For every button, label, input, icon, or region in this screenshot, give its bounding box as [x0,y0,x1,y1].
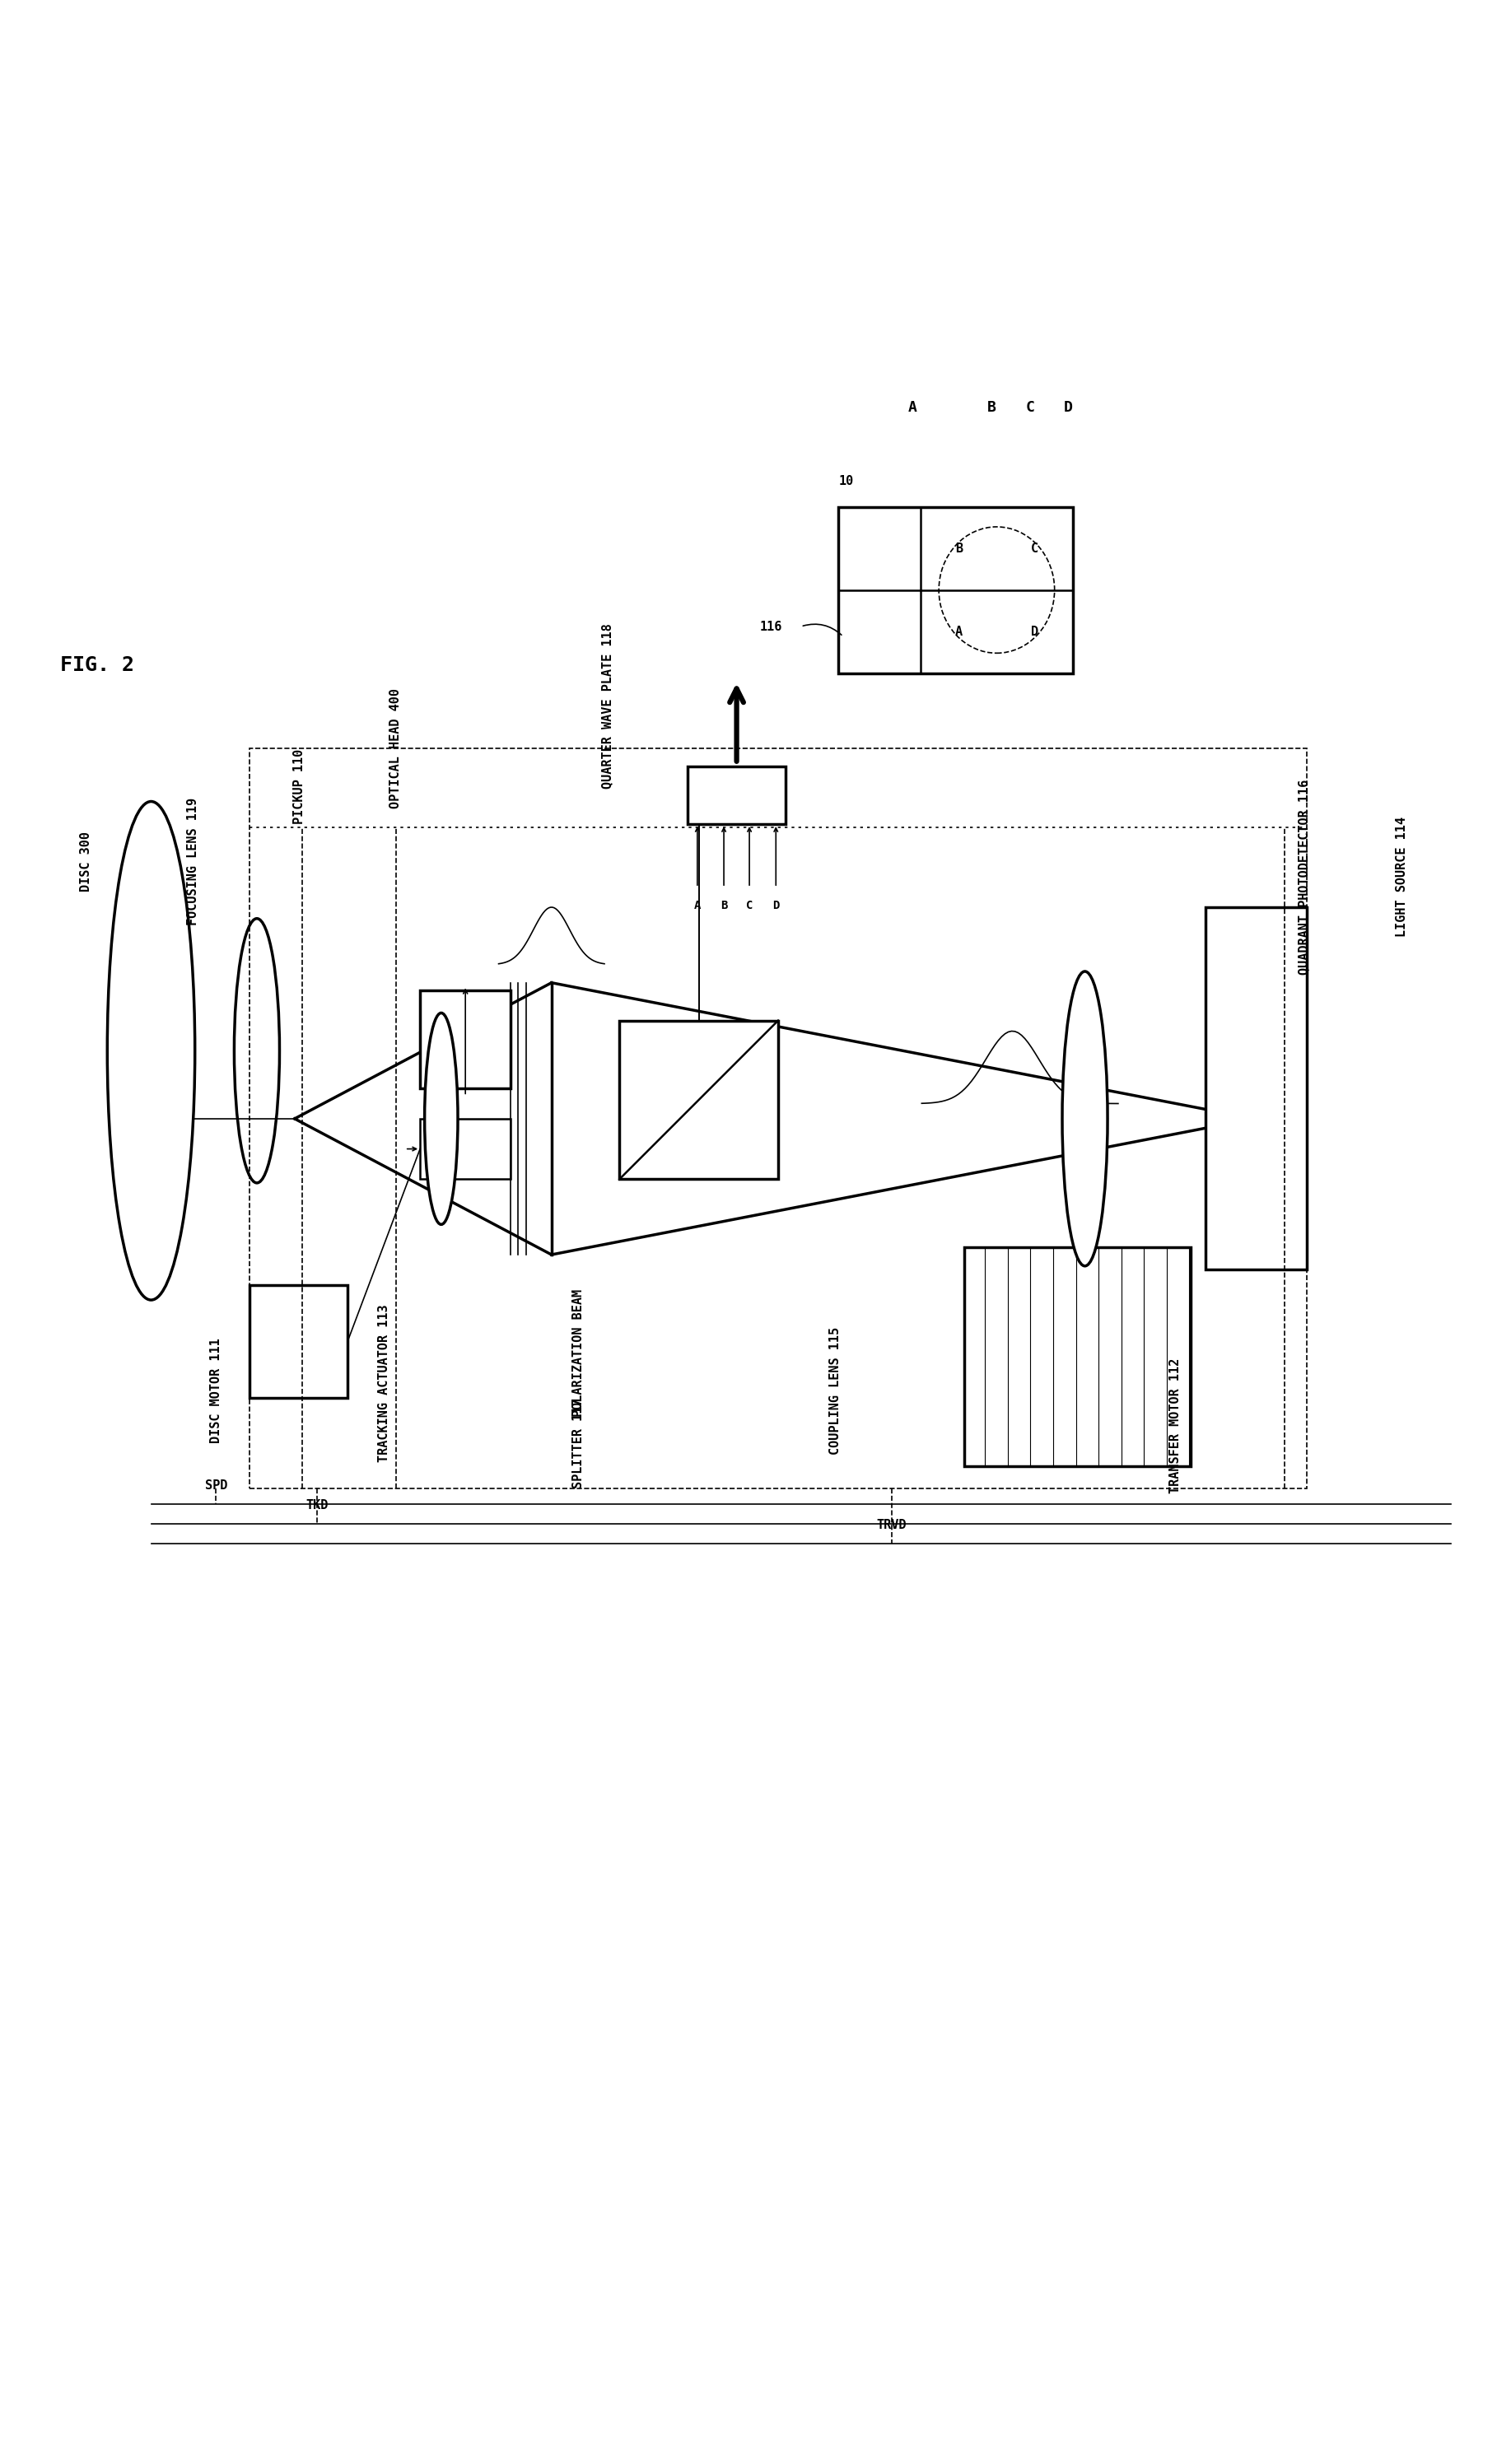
Text: TRANSFER MOTOR 112: TRANSFER MOTOR 112 [1170,1358,1182,1493]
Text: A: A [694,899,701,912]
Text: 116: 116 [760,621,781,633]
Text: A: A [955,626,963,638]
Text: COUPLING LENS 115: COUPLING LENS 115 [830,1326,842,1454]
Text: SPLITTER 117: SPLITTER 117 [573,1400,585,1488]
Text: D: D [772,899,780,912]
Text: DISC MOTOR 111: DISC MOTOR 111 [210,1338,222,1444]
Text: C: C [746,899,752,912]
Bar [1206,907,1307,1269]
Ellipse shape [1062,971,1108,1266]
Text: LIGHT SOURCE 114: LIGHT SOURCE 114 [1396,818,1408,936]
Text: PICKUP 110: PICKUP 110 [293,749,305,823]
Text: TRACKING ACTUATOR 113: TRACKING ACTUATOR 113 [378,1303,390,1461]
Bar [420,991,511,1089]
Text: DISC 300: DISC 300 [80,833,92,892]
Bar [249,1284,348,1397]
Bar [964,1247,1191,1466]
Text: 10: 10 [839,476,854,488]
Text: QUARTER WAVE PLATE 118: QUARTER WAVE PLATE 118 [601,623,613,788]
Text: QUADRANT PHOTODETECTOR 116: QUADRANT PHOTODETECTOR 116 [1298,779,1310,976]
Text: FOCUSING LENS 119: FOCUSING LENS 119 [187,798,199,926]
Text: FIG. 2: FIG. 2 [60,655,134,675]
Text: C: C [1026,399,1035,414]
Text: TKD: TKD [307,1498,328,1510]
Text: POLARIZATION BEAM: POLARIZATION BEAM [573,1289,585,1417]
Ellipse shape [425,1013,458,1225]
Bar [249,749,1307,1488]
Text: SPD: SPD [205,1478,227,1491]
Text: B: B [721,899,727,912]
Text: C: C [1031,542,1038,554]
Bar [620,1020,778,1180]
Text: OPTICAL HEAD 400: OPTICAL HEAD 400 [390,687,402,808]
Text: D: D [1031,626,1038,638]
Bar [420,1119,511,1180]
Text: B: B [987,399,996,414]
Bar [688,766,786,823]
Text: D: D [1064,399,1073,414]
Bar [839,508,1073,673]
Text: A: A [908,399,917,414]
Text: B: B [955,542,963,554]
Text: TRVD: TRVD [876,1518,907,1530]
